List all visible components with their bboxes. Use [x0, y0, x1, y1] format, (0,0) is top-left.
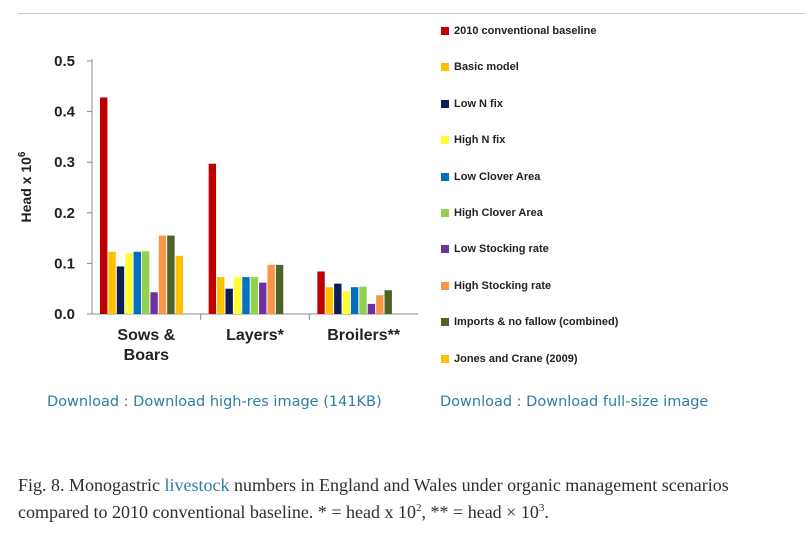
legend-label: Low Clover Area: [454, 170, 541, 183]
legend-label: High Clover Area: [454, 207, 543, 219]
y-tick-label: 0.5: [54, 53, 75, 70]
bar: [208, 163, 217, 314]
legend-swatch: [441, 27, 449, 35]
bar: [367, 303, 376, 314]
caption-text-middle: numbers in England and Wales under organ…: [18, 475, 729, 522]
legend-item: Low N fix: [441, 96, 503, 112]
legend-swatch: [441, 172, 449, 181]
bar: [125, 253, 133, 314]
y-tick-label: 0.0: [54, 306, 75, 323]
caption-superscript-1: 2: [416, 502, 422, 514]
bar: [142, 251, 150, 314]
bar: [325, 287, 334, 314]
legend-label: Imports & no fallow (combined): [454, 316, 619, 329]
top-divider: [18, 13, 805, 14]
bar: [275, 264, 284, 314]
bar: [317, 271, 325, 314]
bar: [334, 283, 342, 314]
bar: [175, 255, 183, 314]
caption-text-start: Fig. 8. Monogastric: [18, 475, 165, 495]
x-tick-label: Sows & Boars: [117, 327, 175, 364]
legend-swatch: [441, 281, 449, 290]
x-tick-label: Broilers**: [327, 327, 401, 344]
bar: [116, 266, 125, 314]
bar: [267, 264, 275, 314]
y-tick-label: 0.1: [54, 255, 75, 272]
legend-item: Low Clover Area: [441, 169, 540, 185]
bar: [158, 235, 167, 314]
legend-swatch: [441, 354, 449, 363]
bar: [217, 277, 225, 314]
x-tick-label-line: Layers*: [226, 327, 285, 344]
legend-item: High N fix: [441, 132, 505, 148]
bar: [359, 286, 367, 314]
bar: [250, 277, 259, 314]
bar: [233, 277, 242, 314]
bar: [384, 290, 392, 314]
caption-text-end: .: [544, 502, 549, 522]
bar: [167, 235, 175, 314]
bar: [108, 251, 116, 314]
bar: [259, 282, 267, 314]
legend-label: Jones and Crane (2009): [454, 352, 578, 365]
bar: [133, 251, 141, 314]
legend-item: Jones and Crane (2009): [441, 351, 578, 367]
x-tick-label-line: Sows &: [117, 327, 175, 344]
x-tick-label: Layers*: [226, 327, 285, 344]
x-tick-label-line: Boars: [124, 347, 169, 364]
legend-swatch: [441, 209, 449, 217]
legend-label: High N fix: [454, 134, 506, 147]
legend-label: 2010 conventional baseline: [454, 25, 597, 37]
livestock-link[interactable]: livestock: [164, 475, 230, 495]
legend-item: High Clover Area: [441, 205, 543, 221]
legend-label: High Stocking rate: [454, 279, 552, 292]
legend-item: Basic model: [441, 59, 519, 75]
legend-item: Imports & no fallow (combined): [441, 314, 618, 330]
download-full-size-link[interactable]: Download : Download full-size image: [440, 394, 709, 410]
legend-item: High Stocking rate: [441, 278, 551, 294]
legend-swatch: [441, 318, 449, 327]
bar: [350, 287, 359, 314]
legend-swatch: [441, 99, 449, 108]
legend-swatch: [441, 63, 449, 72]
bar: [342, 291, 350, 314]
legend-item: 2010 conventional baseline: [441, 23, 596, 39]
x-tick-label-line: Broilers**: [327, 327, 401, 344]
bar-chart: 0.0 0.1 0.2 0.3 0.4 0.5 Head x 106 Sows & Boars L…: [17, 53, 418, 364]
y-tick-label: 0.4: [54, 104, 76, 121]
caption-superscript-2: 3: [538, 502, 545, 514]
bar: [100, 97, 108, 314]
legend-label: Low N fix: [454, 97, 503, 110]
bar: [242, 277, 250, 314]
legend-label: Low Stocking rate: [454, 243, 549, 256]
y-tick-label: 0.2: [54, 205, 75, 222]
legend-swatch: [441, 136, 449, 145]
y-tick-label: 0.3: [54, 154, 75, 171]
download-high-res-link[interactable]: Download : Download high-res image (141K…: [47, 394, 382, 410]
legend-label: Basic model: [454, 61, 519, 74]
bar: [225, 288, 233, 314]
legend-swatch: [441, 245, 449, 254]
bar: [376, 295, 384, 314]
figure-caption: Fig. 8. Monogastric livestock numbers in…: [18, 472, 798, 526]
caption-text-mid2: , ** = head × 10: [421, 502, 539, 522]
bar: [150, 292, 158, 314]
y-axis-label: Head x 106: [17, 151, 34, 222]
legend-item: Low Stocking rate: [441, 241, 549, 257]
y-axis-label-exponent: 6: [17, 151, 28, 157]
